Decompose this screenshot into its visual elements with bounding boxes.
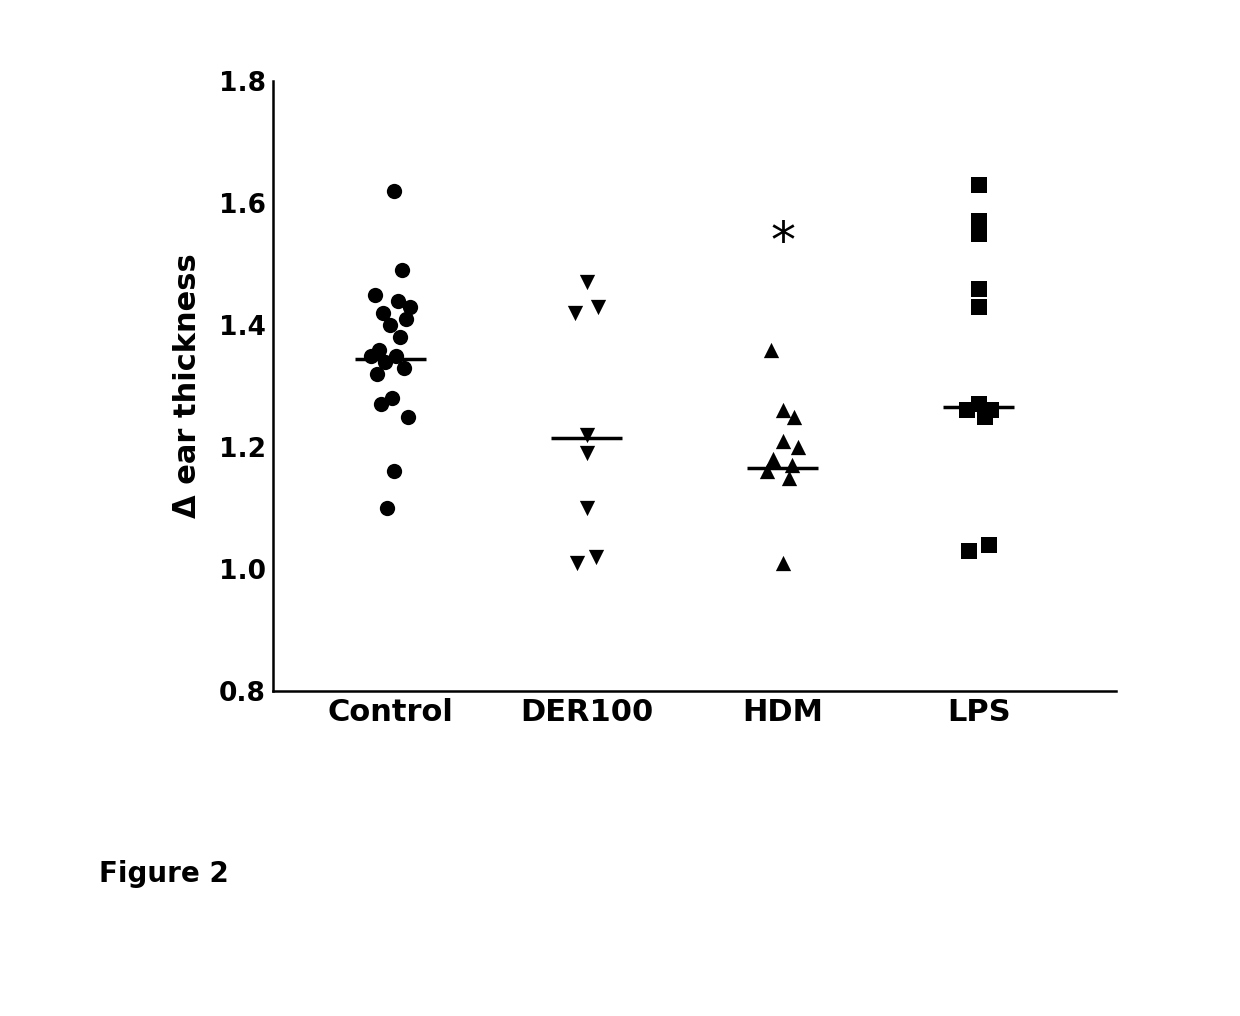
Point bbox=[391, 329, 410, 345]
Point bbox=[398, 408, 418, 425]
Point bbox=[577, 427, 596, 443]
Point bbox=[361, 347, 381, 364]
Point bbox=[779, 469, 799, 486]
Point bbox=[374, 354, 394, 370]
Point bbox=[577, 500, 596, 516]
Point bbox=[981, 402, 1001, 419]
Point bbox=[377, 500, 397, 516]
Point bbox=[968, 226, 988, 242]
Point bbox=[785, 408, 805, 425]
Point bbox=[577, 274, 596, 291]
Point bbox=[381, 317, 401, 333]
Point bbox=[394, 360, 414, 376]
Point bbox=[773, 402, 792, 419]
Point bbox=[384, 183, 404, 199]
Point bbox=[397, 311, 417, 327]
Point bbox=[758, 463, 777, 480]
Point bbox=[365, 287, 384, 303]
Point bbox=[782, 457, 802, 473]
Point bbox=[975, 408, 994, 425]
Point bbox=[388, 293, 408, 309]
Text: Figure 2: Figure 2 bbox=[99, 860, 229, 888]
Point bbox=[567, 555, 587, 571]
Point bbox=[968, 213, 988, 230]
Point bbox=[565, 305, 585, 321]
Point bbox=[978, 536, 998, 553]
Point bbox=[401, 299, 420, 315]
Point bbox=[789, 439, 808, 455]
Point bbox=[773, 433, 792, 449]
Point bbox=[384, 463, 404, 480]
Point bbox=[589, 299, 609, 315]
Point bbox=[367, 366, 387, 382]
Y-axis label: Δ ear thickness: Δ ear thickness bbox=[174, 254, 202, 518]
Point bbox=[968, 280, 988, 297]
Point bbox=[371, 396, 391, 412]
Point bbox=[761, 341, 781, 358]
Point bbox=[957, 402, 977, 419]
Point bbox=[577, 445, 596, 461]
Point bbox=[368, 341, 388, 358]
Point bbox=[968, 396, 988, 412]
Point bbox=[373, 305, 393, 321]
Point bbox=[773, 555, 792, 571]
Point bbox=[382, 390, 402, 406]
Point bbox=[968, 177, 988, 193]
Point bbox=[392, 262, 412, 278]
Point bbox=[968, 299, 988, 315]
Point bbox=[587, 549, 606, 565]
Point bbox=[387, 347, 407, 364]
Point bbox=[763, 451, 782, 467]
Point bbox=[959, 543, 978, 559]
Text: *: * bbox=[770, 218, 795, 267]
